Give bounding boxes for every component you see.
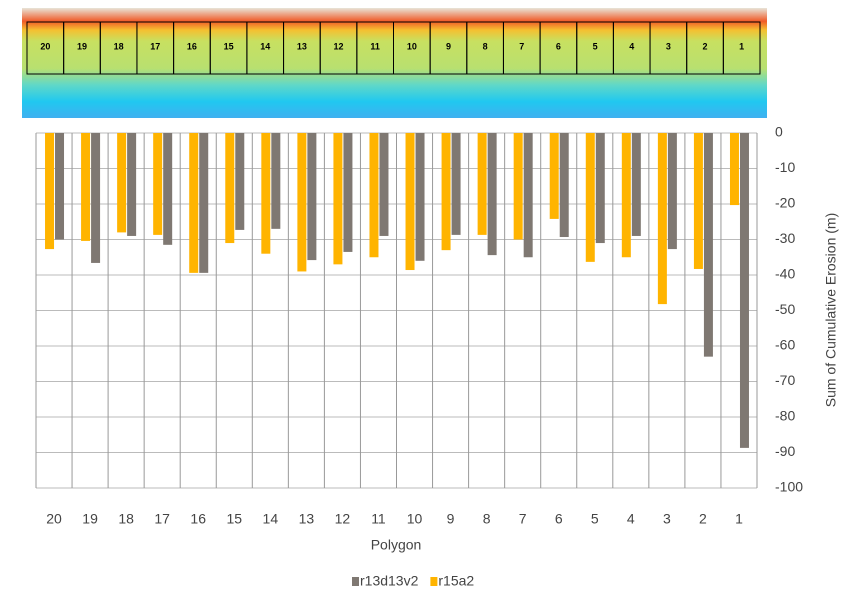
legend-swatch	[430, 577, 437, 586]
legend-label: r15a2	[438, 573, 474, 589]
bar	[307, 133, 316, 260]
map-label: 11	[370, 41, 380, 51]
x-tick-label: 9	[447, 511, 455, 527]
map-label: 8	[483, 41, 488, 51]
map-label: 17	[150, 41, 160, 51]
map-label: 13	[297, 41, 307, 51]
legend-swatch	[352, 577, 359, 586]
bar	[622, 133, 631, 257]
map-label: 9	[446, 41, 451, 51]
bar	[452, 133, 461, 235]
y-tick-label: -50	[775, 301, 795, 317]
bar	[406, 133, 415, 270]
bar	[271, 133, 280, 229]
bar	[261, 133, 270, 254]
bar	[730, 133, 739, 205]
map-label: 4	[629, 41, 634, 51]
bar	[297, 133, 306, 271]
bar	[163, 133, 172, 245]
x-tick-label: 17	[154, 511, 170, 527]
x-tick-label: 8	[483, 511, 491, 527]
bar	[81, 133, 90, 241]
bar	[199, 133, 208, 273]
bar	[343, 133, 352, 252]
y-tick-label: -80	[775, 408, 795, 424]
bar	[55, 133, 64, 240]
bar	[333, 133, 342, 264]
legend-label: r13d13v2	[360, 573, 419, 589]
map-label: 7	[519, 41, 524, 51]
x-tick-label: 12	[335, 511, 351, 527]
bar	[478, 133, 487, 235]
bar	[45, 133, 54, 249]
bar	[550, 133, 559, 219]
bar	[560, 133, 569, 237]
x-tick-label: 5	[591, 511, 599, 527]
x-tick-label: 13	[299, 511, 315, 527]
y-tick-label: -40	[775, 266, 795, 282]
map-label: 12	[334, 41, 344, 51]
chart: Sum of Cumulative Erosion (m) Polygon 0 -…	[0, 0, 846, 599]
x-tick-label: 14	[263, 511, 279, 527]
bar	[117, 133, 126, 232]
map-label: 16	[187, 41, 197, 51]
map-label: 1	[739, 41, 744, 51]
x-tick-label: 20	[46, 511, 62, 527]
map-label: 20	[40, 41, 50, 51]
map-label: 5	[593, 41, 598, 51]
bar	[524, 133, 533, 257]
y-tick-label: 0	[775, 124, 783, 140]
bar	[235, 133, 244, 230]
bar	[127, 133, 136, 236]
map-label: 15	[224, 41, 234, 51]
bar	[658, 133, 667, 304]
x-tick-label: 11	[371, 511, 386, 527]
x-tick-label: 10	[407, 511, 423, 527]
map-label: 10	[407, 41, 417, 51]
x-tick-label: 3	[663, 511, 671, 527]
y-tick-label: -100	[775, 479, 803, 495]
bar	[488, 133, 497, 255]
x-tick-label: 1	[735, 511, 743, 527]
bar	[740, 133, 749, 448]
map-label: 2	[703, 41, 708, 51]
x-tick-label: 2	[699, 511, 707, 527]
bar	[442, 133, 451, 250]
y-tick-label: -90	[775, 443, 795, 459]
map-label: 6	[556, 41, 561, 51]
bar	[189, 133, 198, 273]
x-tick-label: 18	[118, 511, 134, 527]
y-tick-label: -30	[775, 230, 795, 246]
x-tick-label: 19	[82, 511, 98, 527]
bar	[91, 133, 100, 263]
bar	[704, 133, 713, 357]
bar	[596, 133, 605, 243]
y-tick-label: -10	[775, 159, 795, 175]
bar	[694, 133, 703, 269]
bar	[586, 133, 595, 262]
y-tick-label: -20	[775, 195, 795, 211]
bar	[379, 133, 388, 236]
bar	[153, 133, 162, 235]
bar	[632, 133, 641, 236]
x-tick-label: 6	[555, 511, 563, 527]
map-label: 14	[260, 41, 270, 51]
bar	[225, 133, 234, 243]
y-tick-label: -70	[775, 372, 795, 388]
map-label: 3	[666, 41, 671, 51]
map-image	[22, 8, 767, 118]
bar	[369, 133, 378, 257]
bar	[416, 133, 425, 261]
x-axis-title: Polygon	[371, 537, 422, 553]
y-axis-title: Sum of Cumulative Erosion (m)	[823, 213, 839, 408]
map-label: 18	[114, 41, 124, 51]
x-tick-label: 16	[190, 511, 206, 527]
bar	[514, 133, 523, 240]
x-tick-label: 4	[627, 511, 635, 527]
bar	[668, 133, 677, 249]
map-label: 19	[77, 41, 87, 51]
x-tick-label: 7	[519, 511, 527, 527]
y-tick-label: -60	[775, 337, 795, 353]
x-tick-label: 15	[226, 511, 242, 527]
